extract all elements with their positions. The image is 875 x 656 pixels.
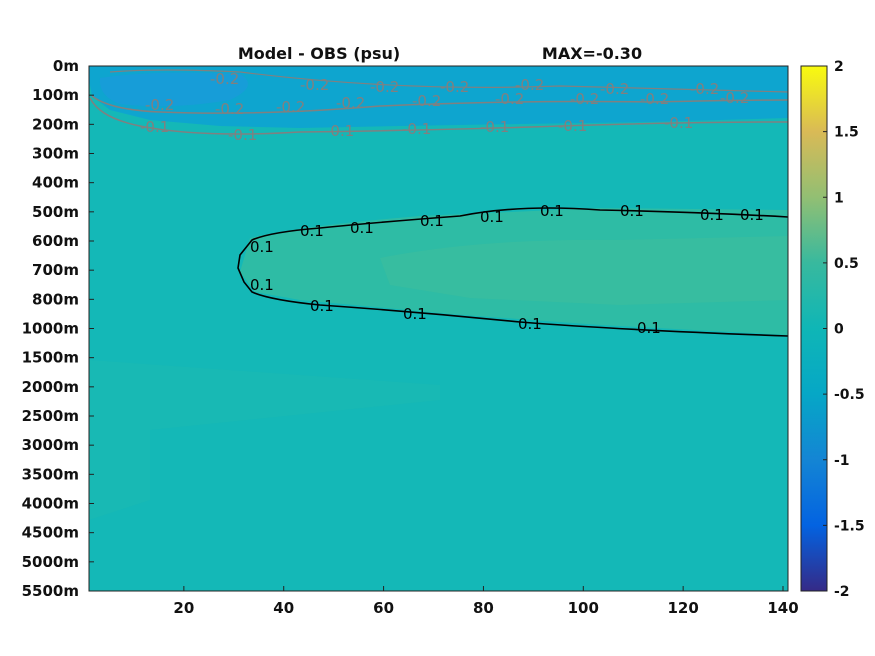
colorbar-axis: 2 1.5 1 0.5 0 -0.5 -1 -1.5 -2 <box>823 59 865 600</box>
contour-pos-0.1 <box>237 207 788 337</box>
y-tick-label: 0m <box>53 57 79 75</box>
contour-label: 0.1 <box>403 305 427 323</box>
x-tick-label: 140 <box>767 599 798 617</box>
contour-label: 0.1 <box>480 208 504 226</box>
y-tick-label: 200m <box>32 115 79 133</box>
colorbar-tick-label: -2 <box>834 584 850 600</box>
contour-label: 0.1 <box>620 202 644 220</box>
contour-label: -0.2 <box>412 92 441 110</box>
y-tick-label: 3500m <box>22 465 79 483</box>
y-tick-label: 300m <box>32 145 79 163</box>
contour-label: -0.2 <box>570 90 599 108</box>
y-tick-label: 500m <box>32 203 79 221</box>
y-axis: 0m 100m 200m 300m 400m 500m 600m 700m 800m 1000m 1… <box>22 57 94 600</box>
x-tick-label: 100 <box>568 599 599 617</box>
contour-label: -0.1 <box>664 114 693 132</box>
contour-neg-0.2-top <box>109 69 788 93</box>
y-tick-label: 600m <box>32 232 79 250</box>
contour-label: -0.2 <box>276 98 305 116</box>
contour-label: 0.1 <box>300 222 324 240</box>
contour-neg-0.2 <box>91 95 788 114</box>
contour-label: -0.2 <box>300 76 329 94</box>
contour-label: -0.1 <box>325 122 354 140</box>
y-tick-label: 2500m <box>22 407 79 425</box>
field-deep-shade <box>89 360 440 520</box>
y-tick-label: 1000m <box>22 320 79 338</box>
contour-label: -0.1 <box>228 126 257 144</box>
x-tick-label: 60 <box>373 599 394 617</box>
colorbar-tick-label: 2 <box>834 59 844 75</box>
contour-label: 0.1 <box>350 219 374 237</box>
contour-label: 0.1 <box>700 206 724 224</box>
contour-label: -0.2 <box>210 70 239 88</box>
colorbar <box>800 65 828 592</box>
contour-label: -0.2 <box>690 80 719 98</box>
contour-neg-0.1 <box>89 97 788 135</box>
y-tick-label: 2000m <box>22 378 79 396</box>
contour-label: -0.2 <box>336 94 365 112</box>
contour-label: -0.1 <box>140 118 169 136</box>
negative-contour-labels: -0.1 -0.1 -0.1 -0.1 -0.1 -0.1 -0.1 -0.2 … <box>140 70 749 144</box>
contour-label: -0.2 <box>720 89 749 107</box>
y-tick-label: 800m <box>32 290 79 308</box>
colorbar-tick-label: 0 <box>834 322 844 338</box>
y-tick-label: 400m <box>32 174 79 192</box>
x-tick-label: 120 <box>667 599 698 617</box>
field-positive-core <box>380 236 788 305</box>
contour-label: -0.2 <box>600 80 629 98</box>
y-tick-label: 4500m <box>22 524 79 542</box>
contour-label: -0.2 <box>515 76 544 94</box>
contour-label: -0.2 <box>145 96 174 114</box>
field-negative-core <box>99 72 248 107</box>
contour-label: 0.1 <box>310 297 334 315</box>
plot-area: -0.1 -0.1 -0.1 -0.1 -0.1 -0.1 -0.1 -0.2 … <box>89 66 788 591</box>
contour-label: -0.2 <box>495 90 524 108</box>
y-tick-label: 700m <box>32 261 79 279</box>
chart-max-label: MAX=-0.30 <box>542 44 642 63</box>
contour-label: -0.2 <box>370 78 399 96</box>
contour-label: 0.1 <box>420 212 444 230</box>
contour-label: 0.1 <box>540 202 564 220</box>
contour-label: -0.2 <box>440 78 469 96</box>
contour-label: -0.1 <box>558 117 587 135</box>
y-tick-label: 1500m <box>22 349 79 367</box>
colorbar-tick-label: 1.5 <box>834 125 859 141</box>
contour-label: -0.1 <box>402 120 431 138</box>
contour-label: 0.1 <box>518 315 542 333</box>
y-tick-label: 5500m <box>22 582 79 600</box>
colorbar-tick-label: 0.5 <box>834 256 859 272</box>
chart-title: Model - OBS (psu) <box>238 44 400 63</box>
contour-label: 0.1 <box>637 319 661 337</box>
contour-label: 0.1 <box>740 206 764 224</box>
y-tick-label: 5000m <box>22 553 79 571</box>
contour-label: -0.1 <box>480 118 509 136</box>
contour-label: -0.2 <box>640 90 669 108</box>
colorbar-tick-label: 1 <box>834 190 844 206</box>
colorbar-tick-label: -1.5 <box>834 518 865 534</box>
colorbar-tick-label: -1 <box>834 453 850 469</box>
x-axis: 20 40 60 80 100 120 140 <box>173 586 799 617</box>
colorbar-tick-label: -0.5 <box>834 387 865 403</box>
positive-contour-labels: 0.1 0.1 0.1 0.1 0.1 0.1 0.1 0.1 0.1 0.1 … <box>250 202 764 337</box>
contour-label: 0.1 <box>250 238 274 256</box>
y-tick-label: 3000m <box>22 436 79 454</box>
x-tick-label: 80 <box>473 599 494 617</box>
x-tick-label: 20 <box>173 599 194 617</box>
x-tick-label: 40 <box>273 599 294 617</box>
y-tick-label: 100m <box>32 86 79 104</box>
contour-label: 0.1 <box>250 276 274 294</box>
contour-label: -0.2 <box>215 100 244 118</box>
y-tick-label: 4000m <box>22 495 79 513</box>
